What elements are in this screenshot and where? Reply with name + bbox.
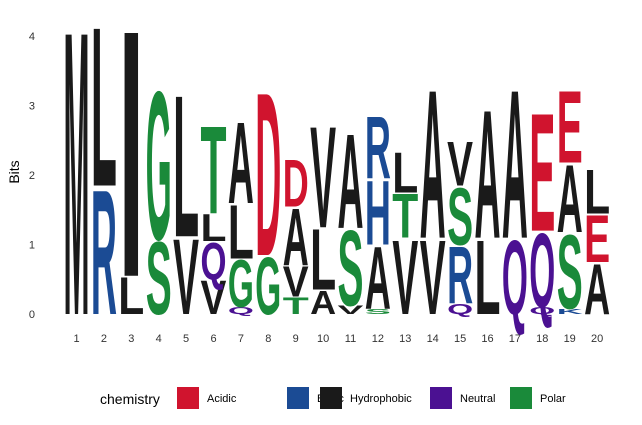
legend-key-polar xyxy=(510,387,532,409)
letter-S-pos-19: S xyxy=(557,213,583,331)
letter-Q-pos-6: Q xyxy=(201,233,227,292)
letter-G-pos-7: G xyxy=(228,247,254,322)
letter-V-pos-13: V xyxy=(392,218,418,336)
letter-Q-pos-18: Q xyxy=(529,211,555,330)
letter-L-pos-6: L xyxy=(201,206,227,250)
letter-L-pos-13: L xyxy=(392,140,418,205)
letter-S-pos-15: S xyxy=(447,170,473,262)
x-tick-label-16: 16 xyxy=(481,333,493,345)
x-tick-label-13: 13 xyxy=(399,333,411,345)
legend-key-basic xyxy=(287,387,309,409)
y-tick-label-3: 3 xyxy=(29,101,35,113)
letter-L-pos-3: L xyxy=(118,267,144,327)
y-tick-label-2: 2 xyxy=(29,170,35,182)
x-tick-label-5: 5 xyxy=(183,333,189,345)
letter-L-pos-10: L xyxy=(310,212,336,309)
y-tick-label-0: 0 xyxy=(29,309,35,321)
x-tick-label-6: 6 xyxy=(210,333,216,345)
y-tick-label-1: 1 xyxy=(29,240,35,252)
letter-L-pos-5: L xyxy=(173,55,199,281)
x-tick-label-8: 8 xyxy=(265,333,271,345)
x-tick-label-17: 17 xyxy=(509,333,521,345)
letter-A-pos-9: A xyxy=(283,193,309,284)
x-tick-label-1: 1 xyxy=(73,333,79,345)
letter-V-pos-15: V xyxy=(447,130,473,200)
letter-A-pos-17: A xyxy=(502,47,528,284)
legend-label-hydrophobic: Hydrophobic xyxy=(350,393,412,405)
x-tick-label-3: 3 xyxy=(128,333,134,345)
letter-S-pos-12: S xyxy=(365,307,391,316)
letter-L-pos-2: L xyxy=(91,0,117,234)
letter-Q-pos-15: Q xyxy=(447,302,473,318)
letter-D-pos-8: D xyxy=(255,45,281,305)
x-axis-ticks: 1 2 3 4 5 6 7 8 9 10 11 12 13 14 15 16 17 18 19 20 xyxy=(73,333,603,345)
letter-E-pos-20: E xyxy=(584,201,610,277)
letter-A-pos-16: A xyxy=(474,71,500,276)
x-tick-label-14: 14 xyxy=(427,333,439,345)
letter-D-pos-9: D xyxy=(283,146,309,221)
letter-G-pos-4: G xyxy=(146,48,172,285)
letter-S-pos-4: S xyxy=(146,220,172,337)
letter-V-pos-11: V xyxy=(338,304,364,317)
letter-R-pos-2: R xyxy=(91,153,117,353)
letter-V-pos-5: V xyxy=(173,218,199,338)
letter-A-pos-11: A xyxy=(338,106,364,256)
letter-T-pos-13: T xyxy=(392,183,418,252)
x-tick-label-19: 19 xyxy=(564,333,576,345)
letter-Q-pos-18: Q xyxy=(529,306,555,317)
x-tick-label-18: 18 xyxy=(536,333,548,345)
y-axis-title: Bits xyxy=(6,160,22,183)
letter-A-pos-14: A xyxy=(420,47,446,284)
letter-L-pos-20: L xyxy=(584,158,610,227)
letter-M-pos-1: M xyxy=(64,0,90,401)
x-tick-label-4: 4 xyxy=(156,333,162,345)
letter-R-pos-12: R xyxy=(365,100,391,198)
letter-E-pos-19: E xyxy=(557,69,583,185)
letter-A-pos-20: A xyxy=(584,249,610,330)
letter-V-pos-9: V xyxy=(283,258,309,306)
letter-Q-pos-7: Q xyxy=(228,306,254,317)
letter-K-pos-19: K xyxy=(557,307,583,316)
letter-G-pos-8: G xyxy=(255,241,281,333)
x-tick-label-7: 7 xyxy=(238,333,244,345)
x-tick-label-20: 20 xyxy=(591,333,603,345)
x-tick-label-11: 11 xyxy=(345,333,356,345)
letter-V-pos-14: V xyxy=(420,218,446,336)
letter-E-pos-18: E xyxy=(529,78,555,267)
legend-title: chemistry xyxy=(100,391,160,407)
legend-label-acidic: Acidic xyxy=(207,393,237,405)
x-tick-label-2: 2 xyxy=(101,333,107,345)
x-tick-label-9: 9 xyxy=(293,333,299,345)
letter-H-pos-12: H xyxy=(365,162,391,265)
letter-T-pos-9: T xyxy=(283,293,309,319)
legend-label-neutral: Neutral xyxy=(460,393,495,405)
x-tick-label-12: 12 xyxy=(372,333,384,345)
letter-V-pos-6: V xyxy=(201,271,227,325)
x-tick-label-15: 15 xyxy=(454,333,466,345)
legend-label-polar: Polar xyxy=(540,393,566,405)
letter-L-pos-7: L xyxy=(228,190,254,275)
legend: chemistry AcidicBasicHydrophobicNeutralP… xyxy=(100,387,566,409)
legend-key-neutral xyxy=(430,387,452,409)
legend-key-hydrophobic xyxy=(320,387,342,409)
x-tick-label-10: 10 xyxy=(317,333,329,345)
letter-A-pos-10: A xyxy=(310,284,336,322)
letter-A-pos-12: A xyxy=(365,230,391,328)
y-tick-label-4: 4 xyxy=(29,31,35,43)
letter-L-pos-16: L xyxy=(475,219,501,337)
legend-key-acidic xyxy=(177,387,199,409)
letter-S-pos-11: S xyxy=(338,209,364,330)
letter-V-pos-10: V xyxy=(310,97,336,258)
letter-R-pos-15: R xyxy=(447,231,473,322)
letter-I-pos-3: I xyxy=(118,0,144,351)
y-axis-ticks: 0 1 2 3 4 xyxy=(29,31,35,321)
letter-A-pos-19: A xyxy=(557,146,583,253)
letter-A-pos-7: A xyxy=(228,99,254,229)
letter-T-pos-6: T xyxy=(201,99,227,240)
letter-Q-pos-17: Q xyxy=(502,218,528,337)
